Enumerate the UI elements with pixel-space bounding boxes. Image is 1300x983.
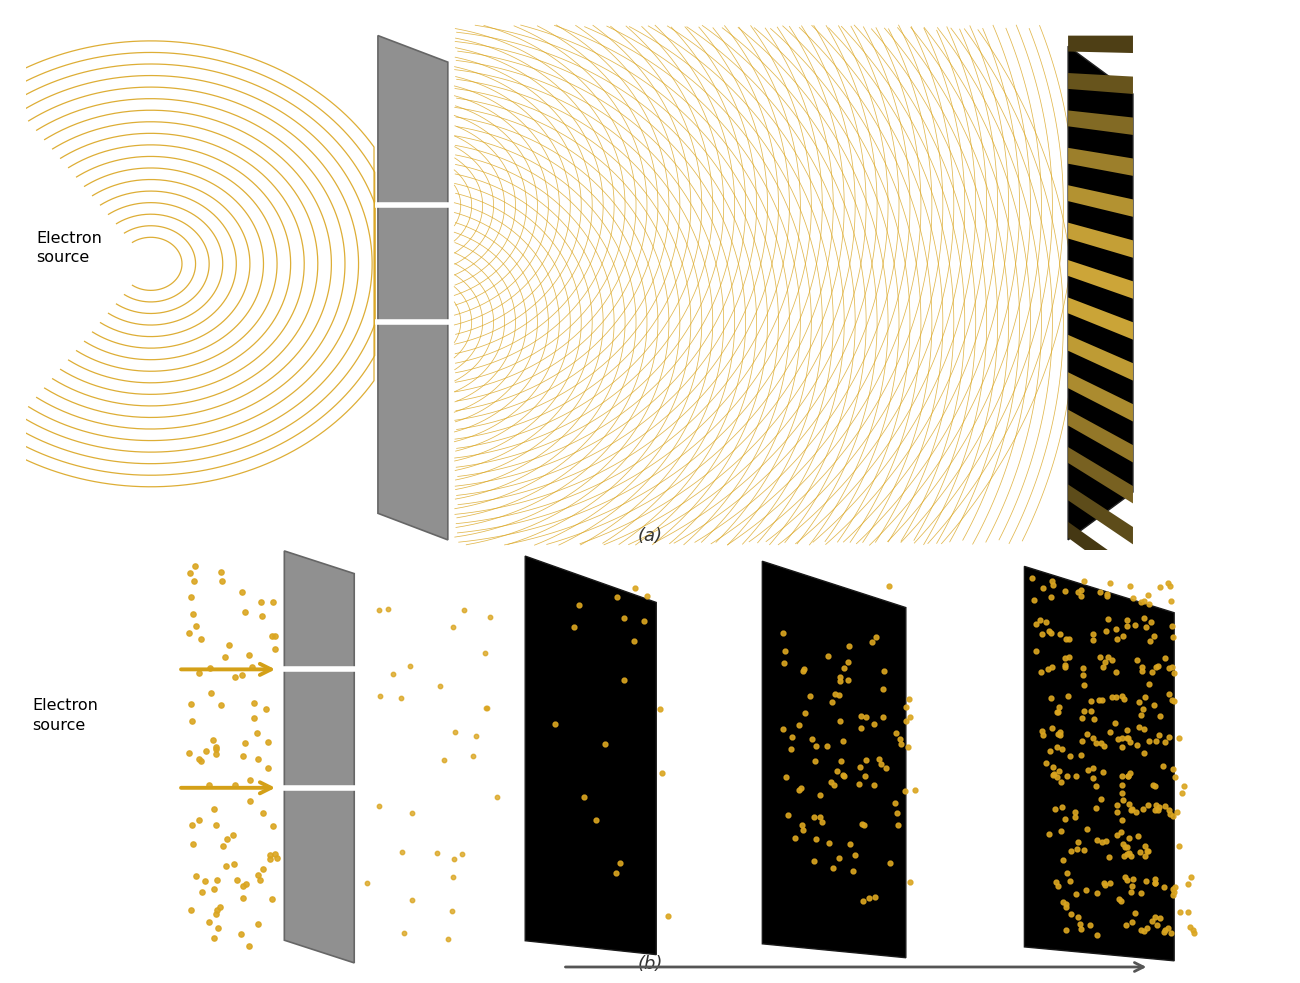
Polygon shape [1069, 260, 1134, 299]
Polygon shape [1069, 373, 1134, 422]
Polygon shape [1069, 335, 1134, 380]
Polygon shape [378, 35, 447, 540]
Polygon shape [1069, 147, 1134, 176]
Polygon shape [1069, 298, 1134, 340]
Polygon shape [1069, 185, 1134, 217]
Text: (b): (b) [637, 955, 663, 973]
Polygon shape [1069, 110, 1134, 135]
Polygon shape [1069, 222, 1134, 258]
Polygon shape [1069, 35, 1134, 53]
Polygon shape [1069, 485, 1134, 545]
Polygon shape [1069, 410, 1134, 462]
Polygon shape [1069, 73, 1134, 94]
Text: Electron
source: Electron source [36, 230, 101, 265]
Polygon shape [1069, 447, 1134, 503]
Text: Electron
source: Electron source [32, 698, 98, 733]
Polygon shape [1069, 522, 1134, 585]
Polygon shape [762, 561, 906, 957]
Text: (a): (a) [637, 527, 663, 546]
Polygon shape [1024, 566, 1174, 960]
Polygon shape [285, 550, 354, 963]
Polygon shape [525, 556, 656, 954]
Polygon shape [1069, 46, 1134, 540]
